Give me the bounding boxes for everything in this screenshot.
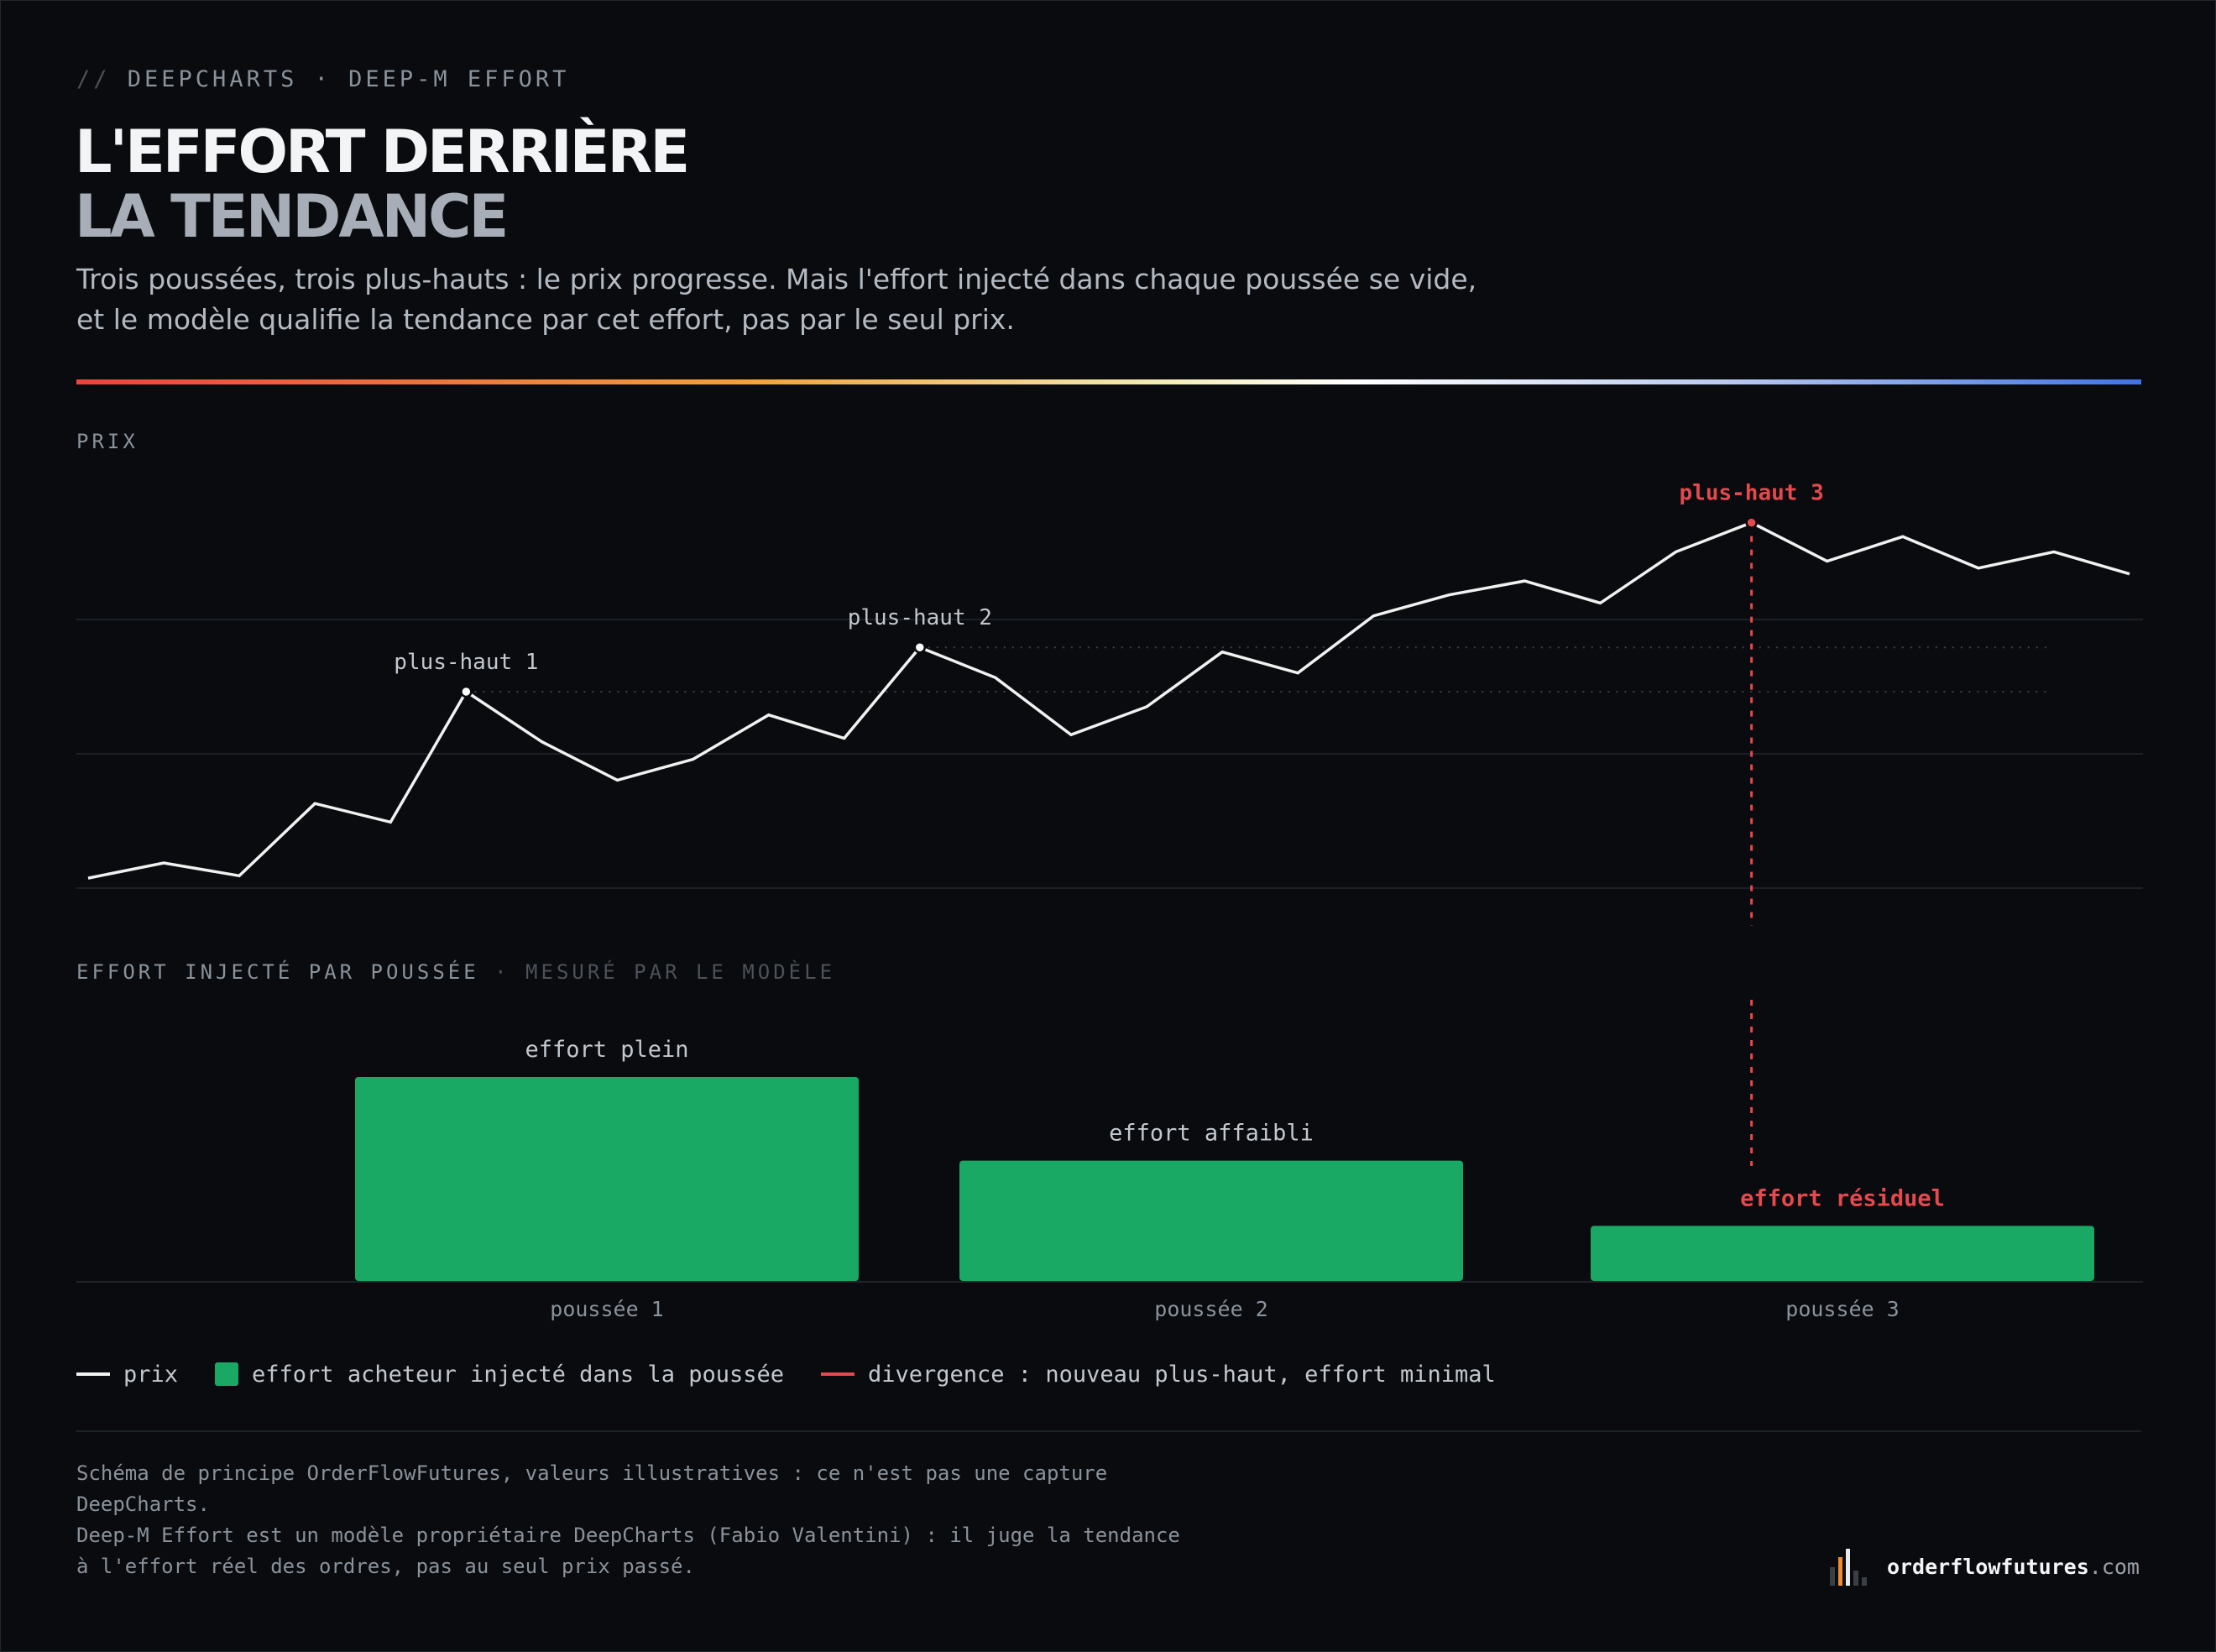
footnote: Schéma de principe OrderFlowFutures, val… xyxy=(76,1458,1180,1582)
price-high-marker-1 xyxy=(460,685,473,698)
footer-divider xyxy=(76,1430,2141,1432)
legend-label-divergence: divergence : nouveau plus-haut, effort m… xyxy=(868,1361,1496,1388)
footnote-line2: DeepCharts. xyxy=(76,1493,210,1516)
price-line xyxy=(87,520,2130,880)
price-high-label-1: plus-haut 1 xyxy=(394,650,538,675)
effort-bar-3 xyxy=(1591,1226,2094,1281)
brand-name: orderflowfutures xyxy=(1886,1554,2089,1579)
effort-bar-annotation-3: effort résiduel xyxy=(1740,1185,1945,1211)
brand-link[interactable]: orderflowfutures .com xyxy=(1828,1545,2140,1587)
price-high-marker-3 xyxy=(1745,516,1758,529)
legend-swatch-divergence xyxy=(821,1372,855,1376)
subtitle: Trois poussées, trois plus-hauts : le pr… xyxy=(76,259,1520,340)
kicker: // DEEPCHARTS · DEEP-M EFFORT xyxy=(76,66,569,92)
legend-swatch-price xyxy=(76,1372,110,1376)
legend-item-effort: effort acheteur injecté dans la poussée xyxy=(215,1362,784,1388)
legend-item-price: prix xyxy=(76,1362,178,1388)
page-title-line1: L'EFFORT DERRIÈRE xyxy=(75,118,690,186)
effort-category-label-2: poussée 2 xyxy=(1154,1297,1267,1321)
footnote-line1: Schéma de principe OrderFlowFutures, val… xyxy=(76,1461,1108,1485)
price-high-label-3: plus-haut 3 xyxy=(1680,481,1824,506)
effort-category-label-3: poussée 3 xyxy=(1785,1297,1899,1321)
price-high-label-2: plus-haut 2 xyxy=(848,605,992,630)
gradient-divider xyxy=(76,379,2141,384)
legend-item-divergence: divergence : nouveau plus-haut, effort m… xyxy=(821,1362,1496,1388)
legend-label-price: prix xyxy=(123,1361,179,1388)
subtitle-line1: Trois poussées, trois plus-hauts : le pr… xyxy=(76,263,1477,295)
brand-tld: .com xyxy=(2088,1554,2140,1579)
page-title-line2: LA TENDANCE xyxy=(75,182,509,251)
effort-label-suffix: · MESURÉ PAR LE MODÈLE xyxy=(494,960,836,984)
brand-logo-icon xyxy=(1829,1549,1867,1586)
effort-bar-1 xyxy=(355,1077,859,1281)
subtitle-line2: et le modèle qualifie la tendance par ce… xyxy=(76,303,1015,336)
legend-label-effort: effort acheteur injecté dans la poussée xyxy=(252,1361,784,1388)
price-high-marker-2 xyxy=(913,640,927,654)
footnote-line4: à l'effort réel des ordres, pas au seul … xyxy=(76,1555,695,1578)
footnote-line3: Deep-M Effort est un modèle propriétaire… xyxy=(76,1524,1180,1547)
effort-category-label-1: poussée 1 xyxy=(550,1297,663,1321)
legend-swatch-effort xyxy=(215,1362,239,1386)
effort-bar-annotation-2: effort affaibli xyxy=(1109,1121,1314,1147)
legend: prix effort acheteur injecté dans la pou… xyxy=(76,1357,1533,1391)
effort-bar-2 xyxy=(959,1160,1463,1281)
price-section-label: PRIX xyxy=(76,430,138,453)
kicker-prefix: // xyxy=(76,66,111,92)
effort-bar-annotation-1: effort plein xyxy=(525,1037,688,1063)
effort-section-label: EFFORT INJECTÉ PAR POUSSÉE · MESURÉ PAR … xyxy=(76,960,835,984)
effort-label-main: EFFORT INJECTÉ PAR POUSSÉE xyxy=(76,960,479,984)
kicker-text: DEEPCHARTS · DEEP-M EFFORT xyxy=(127,66,570,92)
